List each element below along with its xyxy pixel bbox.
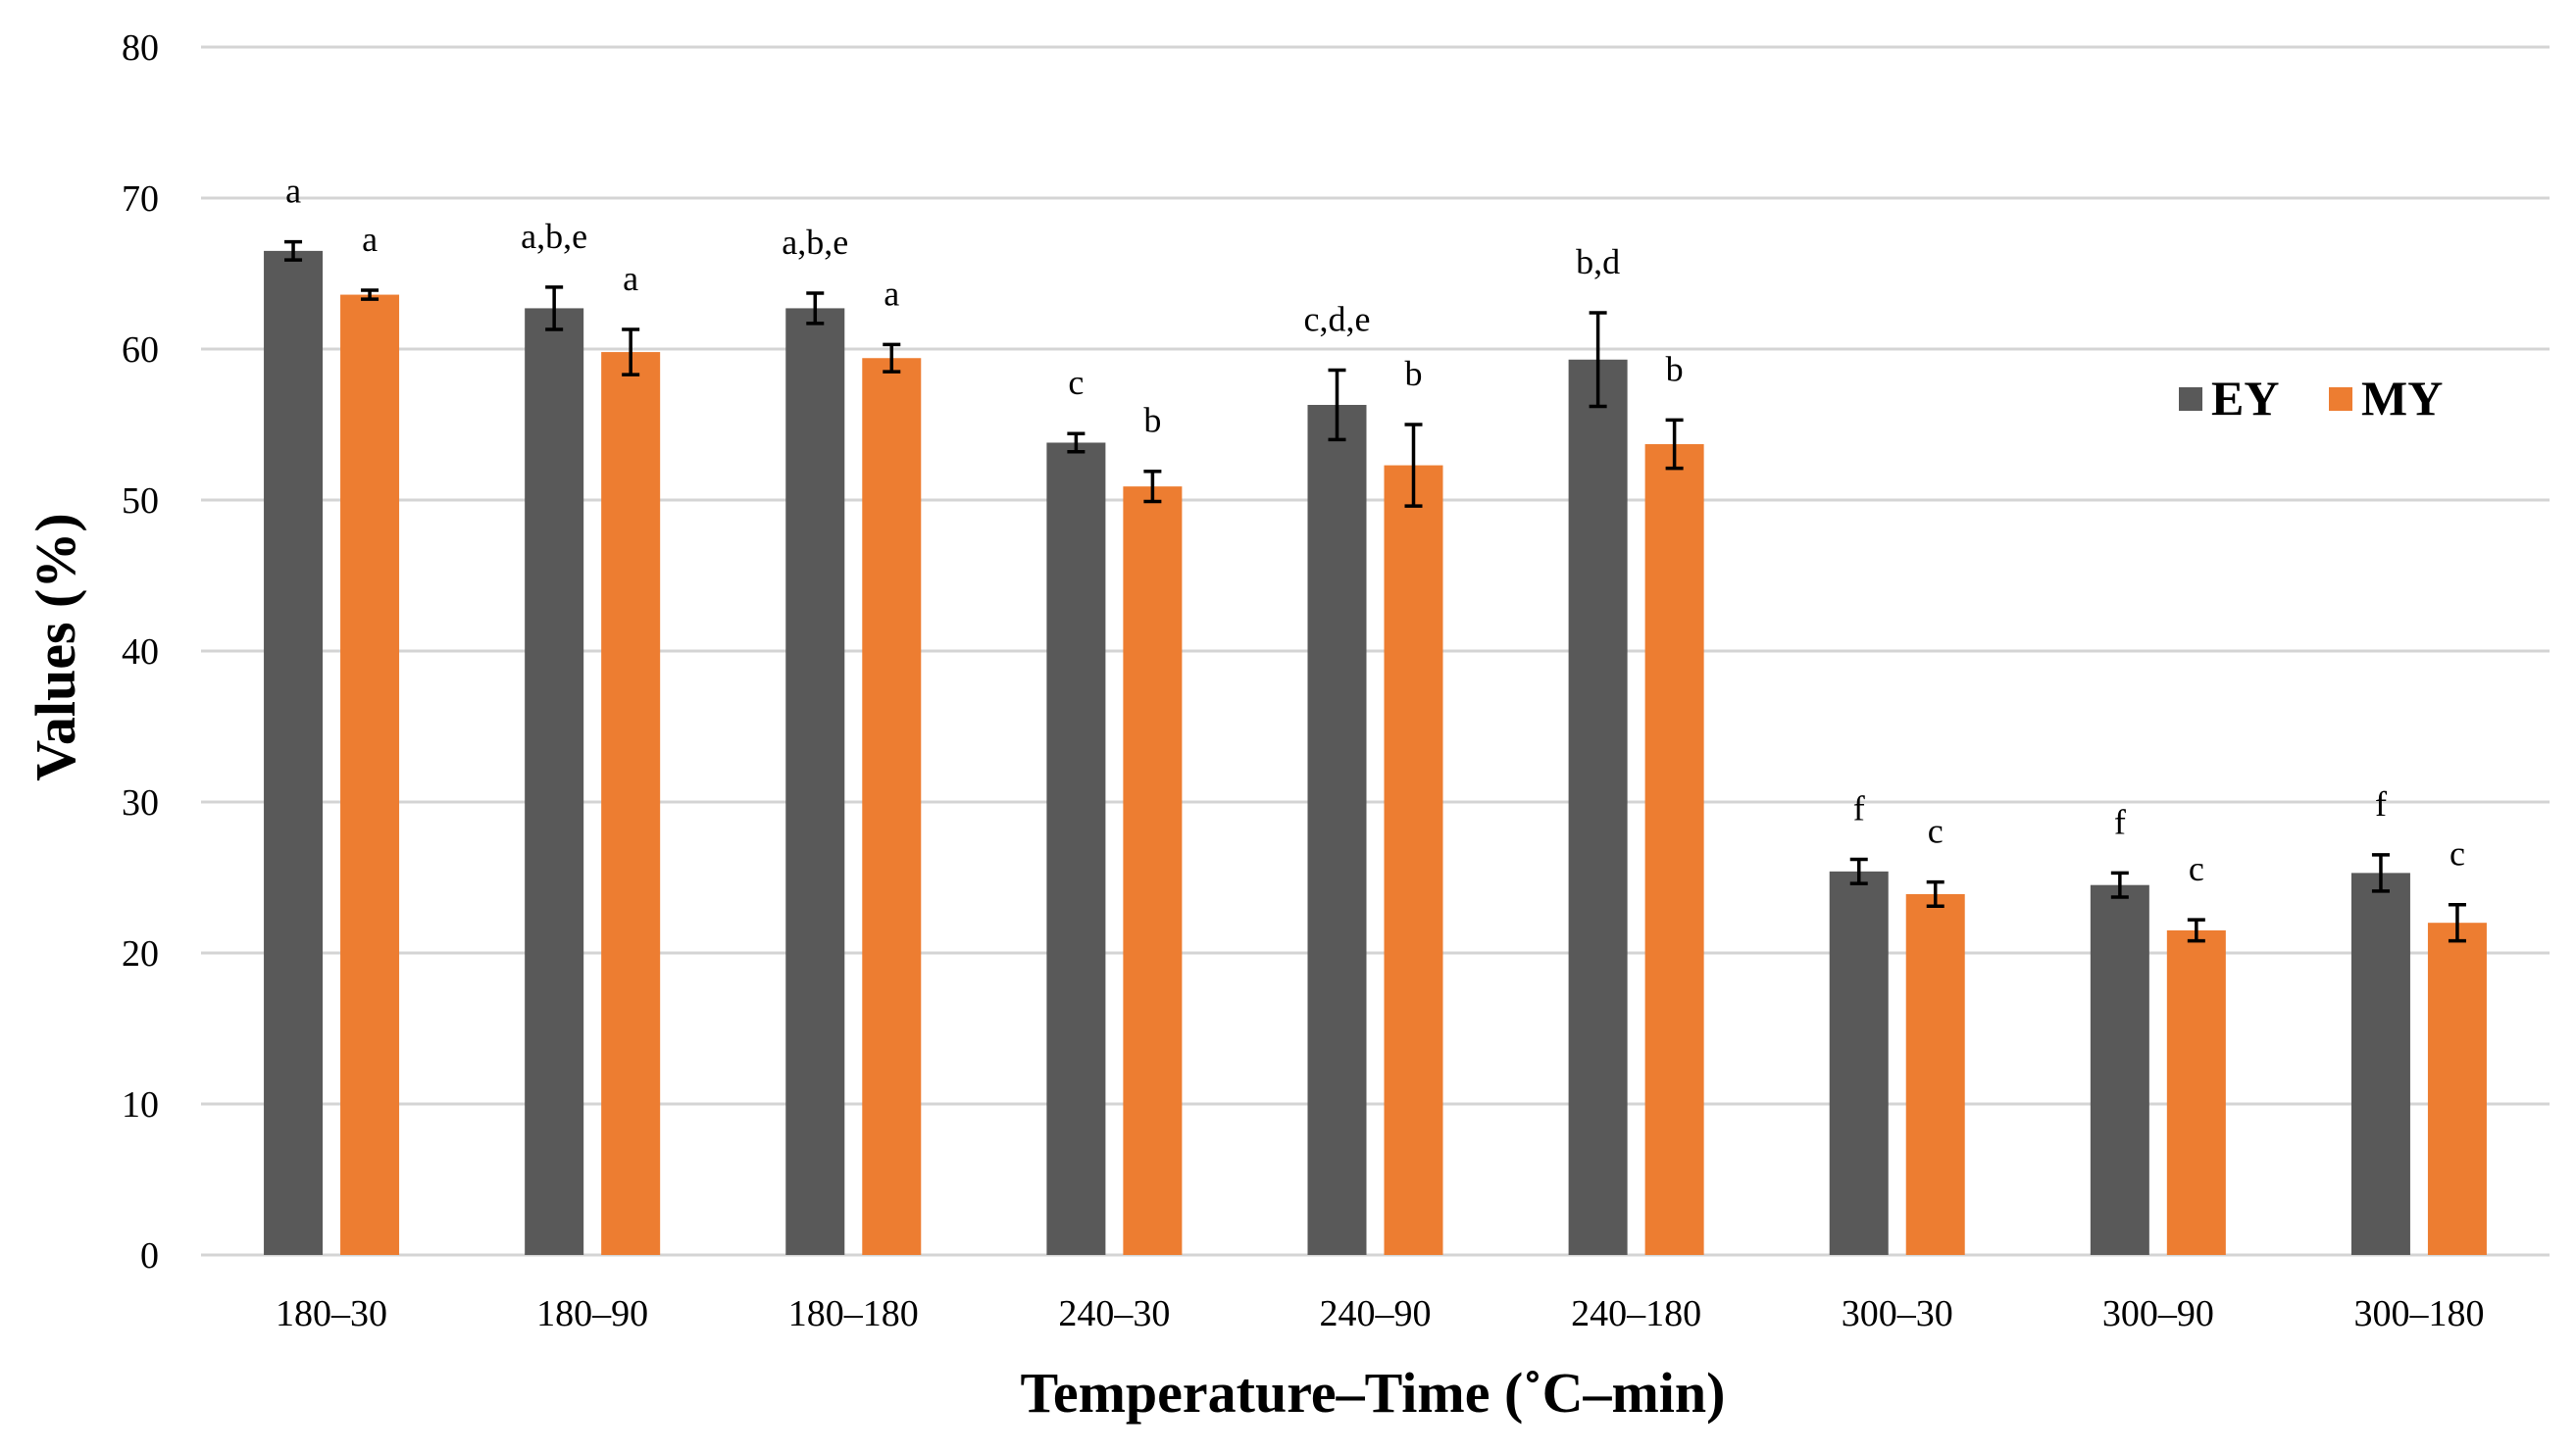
bar-ey [2090, 884, 2149, 1255]
bar-my [862, 358, 922, 1255]
bar-ey [1046, 442, 1106, 1256]
bar-ey [2350, 873, 2410, 1255]
x-axis-title: Temperature–Time (˚C–min) [1021, 1361, 1726, 1425]
x-category-label: 300–180 [2353, 1293, 2484, 1334]
bar-my [601, 352, 661, 1256]
y-tick-label: 60 [122, 329, 159, 371]
y-axis-title: Values (%) [24, 513, 87, 780]
bars [264, 250, 2487, 1256]
legend: EY MY [2179, 371, 2443, 426]
y-tick-label: 10 [122, 1084, 159, 1126]
error-bars [284, 239, 2466, 943]
bar-ey [785, 308, 845, 1255]
significance-label: a [623, 259, 638, 298]
significance-label: b [1143, 401, 1161, 440]
bar-my [1905, 893, 1965, 1255]
x-axis-categories: 180–30 180–90 180–180 240–30 240–90 240–180 30… [276, 1293, 2484, 1334]
x-category-label: 240–30 [1058, 1293, 1170, 1334]
x-category-label: 300–30 [1842, 1293, 1953, 1334]
significance-label: b,d [1576, 242, 1620, 281]
y-tick-label: 30 [122, 782, 159, 824]
significance-label: a [884, 274, 899, 313]
y-tick-label: 70 [122, 178, 159, 220]
bar-ey [1829, 871, 1889, 1255]
bar-ey [525, 308, 584, 1255]
bar-my [1644, 444, 1704, 1255]
bar-ey [264, 250, 324, 1255]
significance-labels: a a a,b,e a a,b,e a c b c,d,e b b,d b f c f c f c [285, 172, 2465, 888]
y-tick-label: 0 [140, 1235, 159, 1277]
significance-label: f [2114, 802, 2126, 841]
significance-label: a,b,e [782, 223, 848, 262]
significance-label: b [1666, 349, 1684, 388]
x-category-label: 180–30 [276, 1293, 387, 1334]
y-tick-label: 80 [122, 27, 159, 69]
bar-ey [1568, 359, 1628, 1255]
significance-label: b [1405, 354, 1423, 393]
x-category-label: 300–90 [2102, 1293, 2214, 1334]
bar-ey [1307, 404, 1367, 1256]
legend-swatch-my [2329, 387, 2352, 411]
legend-label-my: MY [2361, 371, 2443, 426]
significance-label: c,d,e [1304, 300, 1371, 339]
x-category-label: 180–180 [788, 1293, 919, 1334]
significance-label: f [1853, 789, 1865, 828]
significance-label: c [1068, 363, 1084, 402]
bar-my [340, 294, 400, 1255]
y-tick-label: 20 [122, 933, 159, 975]
bar-my [1123, 486, 1183, 1255]
bar-my [2166, 929, 2226, 1255]
significance-label: c [1928, 812, 1944, 851]
bar-my [2427, 923, 2487, 1255]
y-tick-label: 50 [122, 480, 159, 522]
legend-label-ey: EY [2211, 371, 2279, 426]
y-axis-ticks: 0 10 20 30 40 50 60 70 80 [122, 27, 159, 1277]
significance-label: f [2375, 784, 2387, 824]
bar-my [1384, 465, 1443, 1256]
significance-label: a [362, 220, 378, 259]
gridlines [201, 45, 2550, 1257]
x-category-label: 240–180 [1571, 1293, 1701, 1334]
significance-label: a,b,e [521, 217, 587, 256]
x-category-label: 180–90 [536, 1293, 648, 1334]
y-tick-label: 40 [122, 631, 159, 673]
significance-label: c [2189, 849, 2204, 888]
significance-label: c [2450, 834, 2465, 874]
significance-label: a [285, 172, 301, 211]
legend-swatch-ey [2179, 387, 2202, 411]
x-category-label: 240–90 [1320, 1293, 1432, 1334]
